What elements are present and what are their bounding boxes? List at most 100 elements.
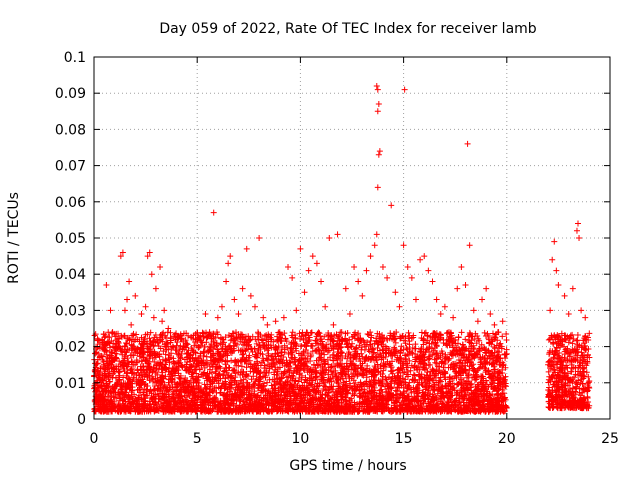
data-point-dense: [148, 373, 155, 380]
data-point-dense: [166, 371, 173, 378]
data-point-dense: [391, 350, 398, 357]
data-point-dense: [155, 408, 162, 415]
data-point-dense: [146, 335, 153, 342]
data-point-dense: [452, 368, 459, 375]
data-point-dense: [404, 373, 411, 380]
data-point-dense: [263, 398, 270, 405]
data-point-dense: [397, 349, 404, 356]
data-point-dense: [163, 388, 170, 395]
data-point-dense: [155, 360, 162, 367]
data-point-dense: [502, 364, 509, 371]
data-point-dense: [277, 356, 284, 363]
data-point-dense: [92, 360, 99, 367]
data-point-dense: [437, 352, 444, 359]
data-point-dense: [479, 363, 486, 370]
data-point-dense: [381, 335, 388, 342]
data-point-dense: [260, 357, 267, 364]
data-point-dense: [240, 398, 247, 405]
data-point-dense: [332, 373, 339, 380]
data-point-dense: [406, 341, 413, 348]
data-point-dense: [245, 360, 252, 367]
data-point-dense: [279, 386, 286, 393]
data-point-dense: [318, 349, 325, 356]
data-point-dense: [351, 406, 358, 413]
data-point-dense: [201, 404, 208, 411]
data-point-dense: [452, 347, 459, 354]
data-point-dense: [419, 364, 426, 371]
data-point-dense: [157, 377, 164, 384]
data-point-dense: [402, 376, 409, 383]
data-point-dense: [455, 340, 462, 347]
data-point-dense: [227, 348, 234, 355]
data-point-dense: [433, 379, 440, 386]
data-point-dense: [466, 392, 473, 399]
data-point-dense: [235, 393, 242, 400]
data-point-dense: [358, 346, 365, 353]
data-point-dense: [283, 357, 290, 364]
data-point-dense: [454, 391, 461, 398]
data-point-dense: [301, 367, 308, 374]
data-point-dense: [243, 379, 250, 386]
data-point-dense: [386, 390, 393, 397]
data-point-dense: [292, 377, 299, 384]
data-point-dense: [436, 331, 443, 338]
data-points: [91, 82, 593, 415]
data-point-dense: [290, 395, 297, 402]
data-point-dense: [246, 392, 253, 399]
data-point-dense: [361, 389, 368, 396]
data-point-dense: [432, 351, 439, 358]
data-point-dense: [449, 375, 456, 382]
data-point-dense: [437, 332, 444, 339]
data-point-dense: [435, 370, 442, 377]
data-point-dense: [198, 339, 205, 346]
data-point-dense: [130, 338, 137, 345]
data-point-dense: [240, 403, 247, 410]
data-point-dense: [389, 335, 396, 342]
data-point-dense: [352, 345, 359, 352]
data-point-dense: [365, 395, 372, 402]
data-point-dense: [460, 344, 467, 351]
data-point-dense: [302, 374, 309, 381]
data-point-dense: [295, 378, 302, 385]
data-point-dense: [115, 402, 122, 409]
data-point-dense: [109, 400, 116, 407]
data-point-dense: [310, 408, 317, 415]
data-point-dense: [392, 339, 399, 346]
data-point-dense: [110, 357, 117, 364]
data-point-dense: [115, 338, 122, 345]
data-point-dense: [286, 367, 293, 374]
data-point-dense: [260, 406, 267, 413]
data-point-dense: [409, 345, 416, 352]
data-point-dense: [243, 406, 250, 413]
data-point-dense: [342, 352, 349, 359]
data-point-dense: [358, 364, 365, 371]
data-point-dense: [340, 379, 347, 386]
data-point-dense: [128, 342, 135, 349]
data-point-dense: [332, 367, 339, 374]
data-point-dense: [392, 387, 399, 394]
data-point-dense: [201, 343, 208, 350]
data-point-dense: [361, 386, 368, 393]
data-point-dense: [258, 336, 265, 343]
data-point-dense: [113, 380, 120, 387]
data-point-dense: [467, 396, 474, 403]
data-point-dense: [130, 374, 137, 381]
data-point-dense: [113, 395, 120, 402]
data-point-dense: [108, 338, 115, 345]
data-point-dense: [167, 329, 174, 336]
data-point-dense: [417, 401, 424, 408]
data-point-dense: [138, 366, 145, 373]
data-point-dense: [154, 402, 161, 409]
data-point-dense: [330, 383, 337, 390]
data-point-dense: [257, 373, 264, 380]
data-point-dense: [485, 333, 492, 340]
data-point-dense: [213, 343, 220, 350]
data-point-dense: [316, 404, 323, 411]
data-point-dense: [180, 386, 187, 393]
data-point-dense: [371, 349, 378, 356]
data-point-dense: [502, 351, 509, 358]
data-point-dense: [109, 388, 116, 395]
data-point-dense: [335, 400, 342, 407]
data-point-dense: [175, 334, 182, 341]
data-point-dense: [466, 399, 473, 406]
